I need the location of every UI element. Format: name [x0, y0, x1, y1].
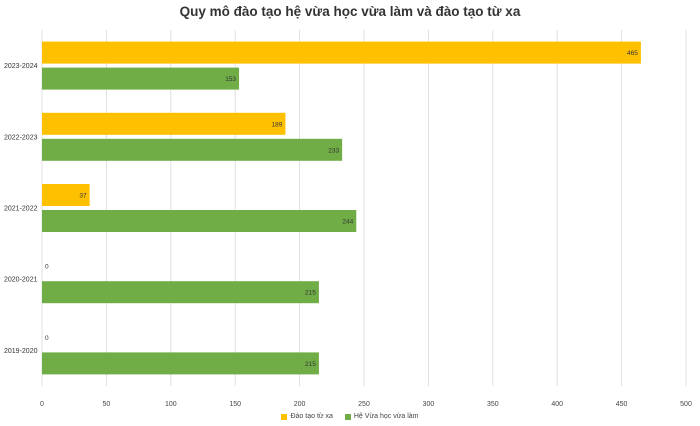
chart-title: Quy mô đào tạo hệ vừa học vừa làm và đào… — [179, 4, 521, 19]
x-tick-label-50: 50 — [103, 401, 111, 408]
data-label-dao-tao-tu-xa-2019-2020: 0 — [45, 335, 49, 342]
data-label-dao-tao-tu-xa-2021-2022: 37 — [79, 193, 87, 200]
data-label-he-vua-hoc-vua-lam-2019-2020: 215 — [305, 361, 316, 368]
x-tick-label-100: 100 — [165, 401, 177, 408]
x-tick-label-450: 450 — [616, 401, 628, 408]
data-label-he-vua-hoc-vua-lam-2022-2023: 233 — [328, 147, 339, 154]
data-label-dao-tao-tu-xa-2022-2023: 189 — [272, 121, 283, 128]
legend-item-he-vua-hoc-vua-lam: Hệ Vừa học vừa làm — [344, 413, 419, 420]
category-label-2023-2024: 2023-2024 — [4, 63, 38, 70]
legend: Đào tạo từ xa Hệ Vừa học vừa làm — [0, 413, 700, 422]
bar-he-vua-hoc-vua-lam-2022-2023 — [42, 138, 343, 161]
legend-swatch-dao-tao-tu-xa — [281, 413, 288, 420]
x-tick-label-0: 0 — [40, 401, 44, 408]
data-label-he-vua-hoc-vua-lam-2023-2024: 153 — [225, 76, 236, 83]
x-tick-label-500: 500 — [680, 401, 692, 408]
bar-dao-tao-tu-xa-2023-2024 — [42, 41, 641, 64]
legend-swatch-he-vua-hoc-vua-lam — [344, 413, 351, 420]
legend-label-dao-tao-tu-xa: Đào tạo từ xa — [290, 413, 333, 420]
data-label-he-vua-hoc-vua-lam-2020-2021: 215 — [305, 290, 316, 297]
x-tick-label-400: 400 — [551, 401, 563, 408]
legend-item-dao-tao-tu-xa: Đào tạo từ xa — [281, 413, 333, 420]
bar-he-vua-hoc-vua-lam-2020-2021 — [42, 281, 319, 304]
bar-dao-tao-tu-xa-2022-2023 — [42, 112, 286, 135]
x-tick-label-300: 300 — [423, 401, 435, 408]
category-label-2022-2023: 2022-2023 — [4, 134, 38, 141]
category-label-2020-2021: 2020-2021 — [4, 277, 38, 284]
category-label-2021-2022: 2021-2022 — [4, 206, 38, 213]
bar-he-vua-hoc-vua-lam-2023-2024 — [42, 67, 240, 90]
x-tick-label-350: 350 — [487, 401, 499, 408]
x-tick-label-150: 150 — [229, 401, 241, 408]
data-label-dao-tao-tu-xa-2020-2021: 0 — [45, 264, 49, 271]
legend-label-he-vua-hoc-vua-lam: Hệ Vừa học vừa làm — [353, 413, 419, 420]
category-label-2019-2020: 2019-2020 — [4, 348, 38, 355]
bar-he-vua-hoc-vua-lam-2021-2022 — [42, 210, 357, 232]
data-label-dao-tao-tu-xa-2023-2024: 465 — [627, 50, 638, 57]
bar-dao-tao-tu-xa-2021-2022 — [42, 184, 90, 206]
data-label-he-vua-hoc-vua-lam-2021-2022: 244 — [342, 219, 353, 226]
bar-he-vua-hoc-vua-lam-2019-2020 — [42, 352, 319, 375]
x-tick-label-200: 200 — [294, 401, 306, 408]
x-tick-label-250: 250 — [358, 401, 370, 408]
